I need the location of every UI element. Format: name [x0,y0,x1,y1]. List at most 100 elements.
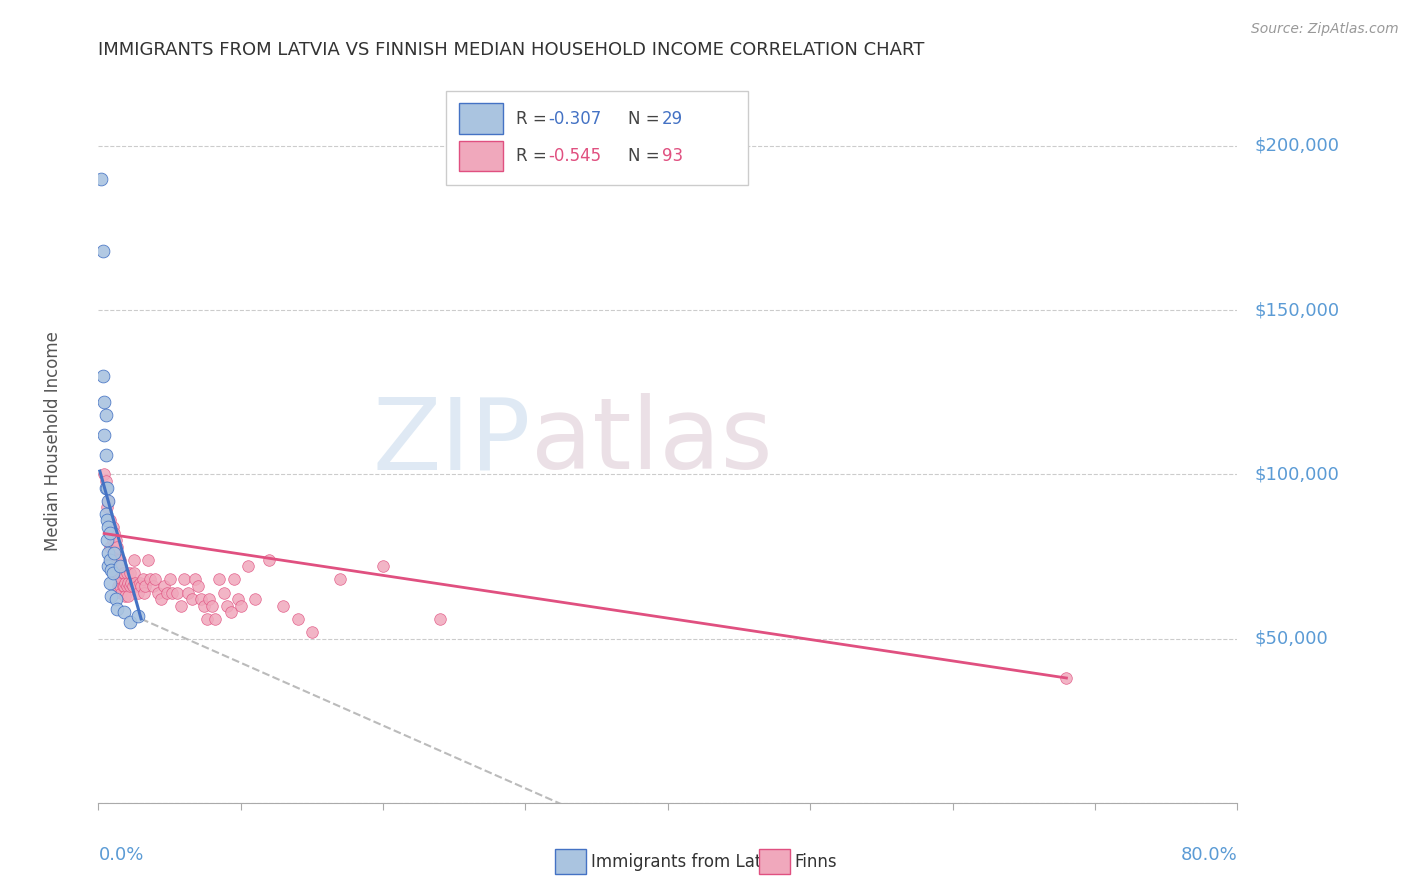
Text: -0.545: -0.545 [548,147,602,165]
Point [117,575,139,590]
Point [112,605,135,619]
Point [128,575,150,590]
Point [93,428,115,442]
Point [122,566,145,580]
Point [110,585,132,599]
Text: Source: ZipAtlas.com: Source: ZipAtlas.com [1251,22,1399,37]
Point [215,599,238,613]
Text: atlas: atlas [531,393,773,490]
Point [243,592,266,607]
Point [104,533,127,547]
Point [98,553,121,567]
Text: N =: N = [628,147,665,165]
FancyBboxPatch shape [460,141,503,171]
Point [429,612,451,626]
Point [145,573,167,587]
Point [100,553,122,567]
Point [98,575,121,590]
Point [184,573,207,587]
Point [329,573,352,587]
Text: ZIP: ZIP [373,393,531,490]
Point [112,566,135,580]
Point [96,513,118,527]
Point [118,566,141,580]
Point [97,493,120,508]
Point [219,605,242,619]
Point [132,585,155,599]
Point [105,566,128,580]
Point [229,599,252,613]
Point [98,540,121,554]
Point [91,244,114,258]
Point [208,573,231,587]
Point [198,592,221,607]
Point [141,579,163,593]
Point [104,592,127,607]
Point [96,500,118,515]
Point [166,585,188,599]
Point [103,526,125,541]
Text: $100,000: $100,000 [1254,466,1340,483]
Point [94,448,117,462]
Text: Finns: Finns [794,853,837,871]
Point [129,579,152,593]
Point [118,579,141,593]
FancyBboxPatch shape [460,103,503,134]
Text: -0.307: -0.307 [548,110,602,128]
Point [134,579,156,593]
Point [111,579,134,593]
Text: N =: N = [628,110,665,128]
Text: $50,000: $50,000 [1254,630,1329,648]
Point [212,585,235,599]
Point [97,493,120,508]
Point [105,553,128,567]
Point [118,615,141,630]
Point [110,573,132,587]
Point [121,579,143,593]
Point [94,481,117,495]
Point [103,546,125,560]
Point [104,566,127,580]
Point [162,585,184,599]
Point [100,589,122,603]
Point [94,474,117,488]
Point [98,513,121,527]
Point [94,409,117,423]
FancyBboxPatch shape [446,91,748,185]
Point [124,575,146,590]
Text: 80.0%: 80.0% [1181,847,1237,864]
Point [156,585,179,599]
Point [122,553,145,567]
Point [187,579,209,593]
Point [101,520,124,534]
Point [114,575,136,590]
Point [111,566,134,580]
Point [159,573,181,587]
Point [181,592,204,607]
Point [193,599,215,613]
Text: Immigrants from Latvia: Immigrants from Latvia [591,853,786,871]
Point [107,566,129,580]
Point [1056,671,1078,685]
Text: IMMIGRANTS FROM LATVIA VS FINNISH MEDIAN HOUSEHOLD INCOME CORRELATION CHART: IMMIGRANTS FROM LATVIA VS FINNISH MEDIAN… [98,41,925,59]
Point [107,579,129,593]
Text: 29: 29 [662,110,683,128]
Point [94,507,117,521]
Point [93,395,115,409]
Text: 93: 93 [662,147,683,165]
Point [97,559,120,574]
Point [101,566,124,580]
Point [201,599,224,613]
Point [301,625,323,640]
Text: $150,000: $150,000 [1254,301,1340,319]
Point [150,592,173,607]
Point [93,467,115,482]
Point [204,612,226,626]
Point [108,566,131,580]
Point [97,520,120,534]
Point [153,579,176,593]
Point [108,553,131,567]
Text: R =: R = [516,110,553,128]
Point [101,533,124,547]
Text: R =: R = [516,147,553,165]
